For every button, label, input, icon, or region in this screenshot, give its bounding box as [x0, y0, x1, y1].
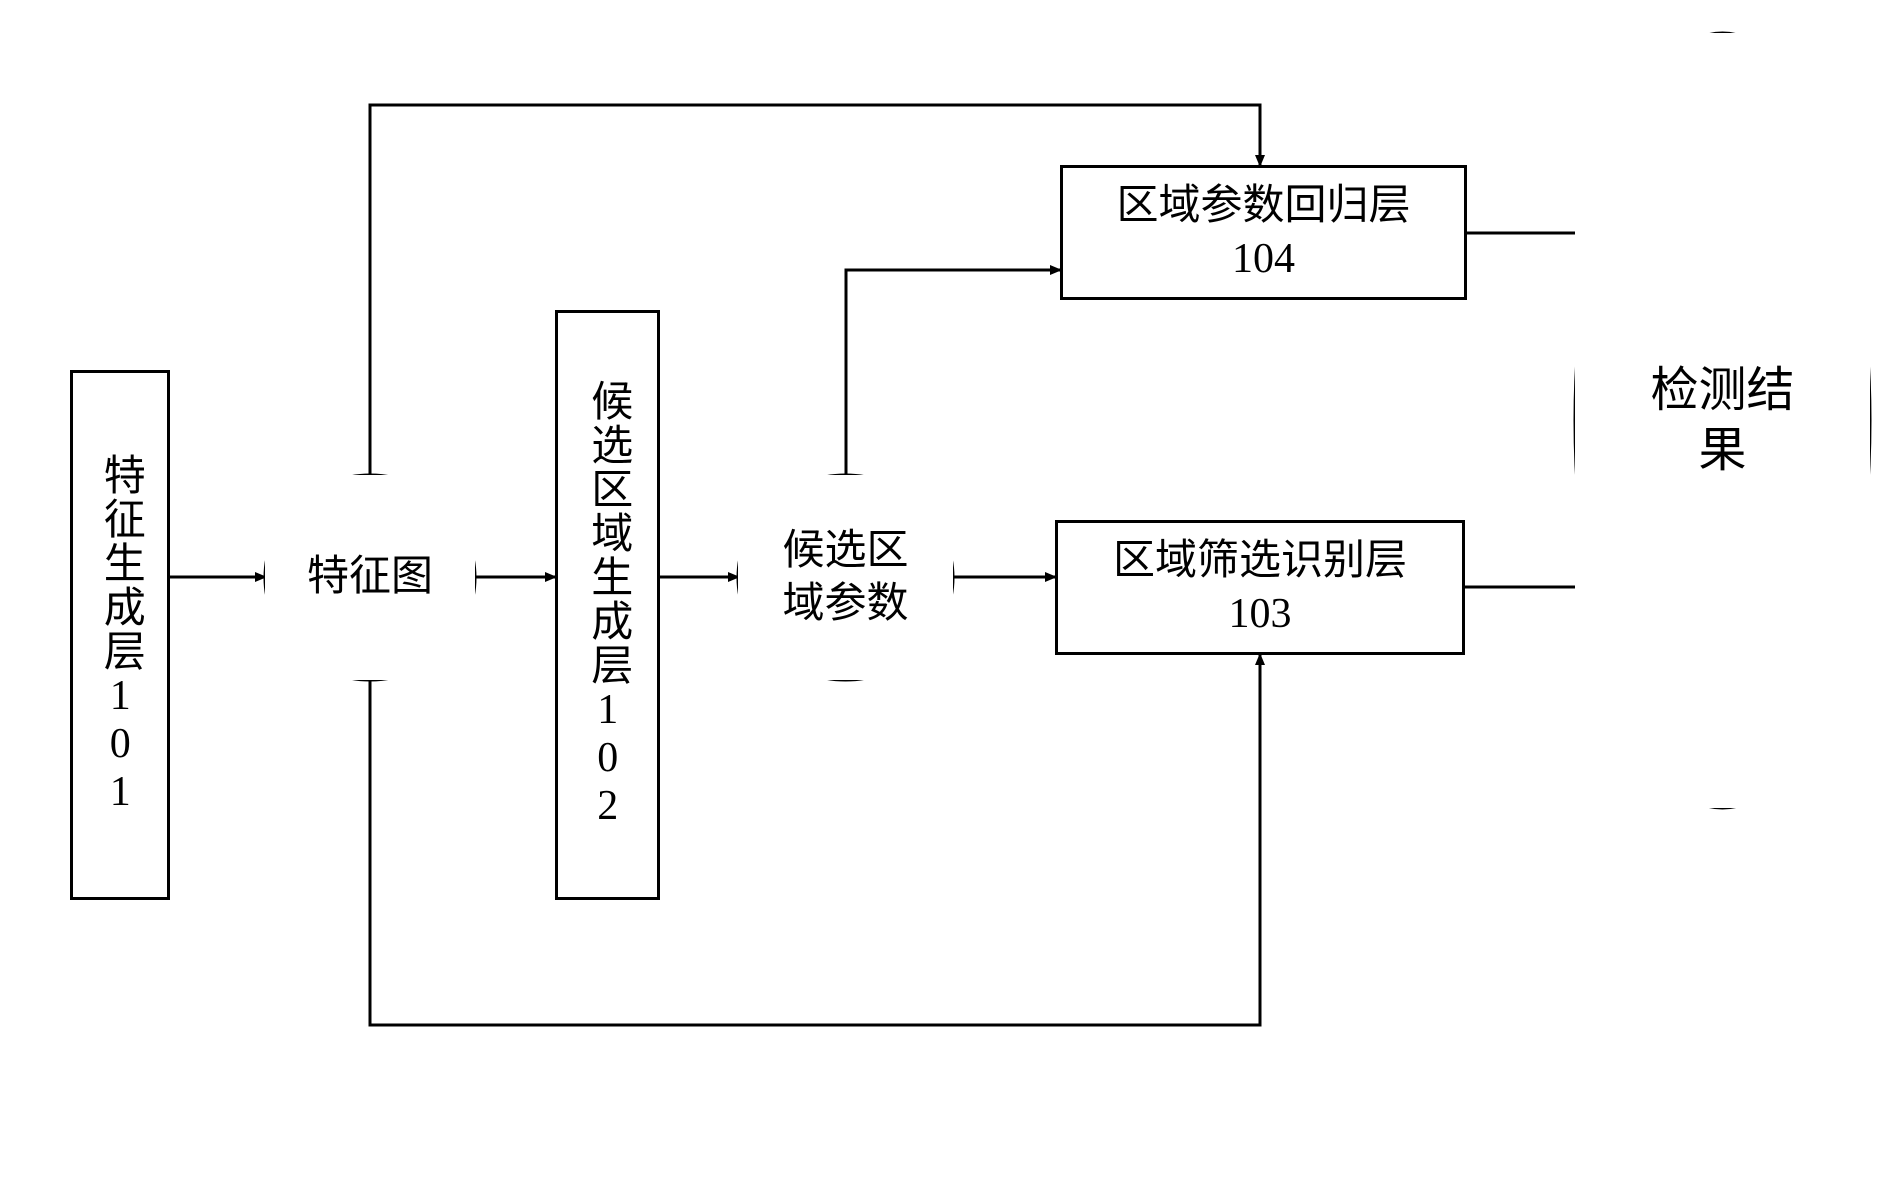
- flowchart-diagram: 特征生成层101 特征图 候选区域生成层102 候选区 域参数 区域筛选识别层 103 区…: [0, 0, 1899, 1188]
- node-label-n102: 候选区域生成层102: [581, 379, 634, 831]
- node-label-n104: 区域参数回归层 104: [1116, 180, 1410, 285]
- node-n104: 区域参数回归层 104: [1060, 165, 1467, 300]
- node-result: 检测结 果: [1575, 33, 1870, 808]
- node-label-result: 检测结 果: [1650, 361, 1794, 481]
- node-n103: 区域筛选识别层 103: [1055, 520, 1465, 655]
- node-label-n103: 区域筛选识别层 103: [1113, 535, 1407, 640]
- edge-6: [846, 270, 1060, 475]
- node-featmap: 特征图: [265, 475, 475, 680]
- node-n101: 特征生成层101: [70, 370, 170, 900]
- node-label-featmap: 特征图: [307, 551, 433, 604]
- node-label-candparam: 候选区 域参数: [782, 525, 908, 630]
- node-n102: 候选区域生成层102: [555, 310, 660, 900]
- node-label-n101: 特征生成层101: [94, 453, 147, 817]
- node-candparam: 候选区 域参数: [738, 475, 953, 680]
- edge-7: [370, 655, 1260, 1025]
